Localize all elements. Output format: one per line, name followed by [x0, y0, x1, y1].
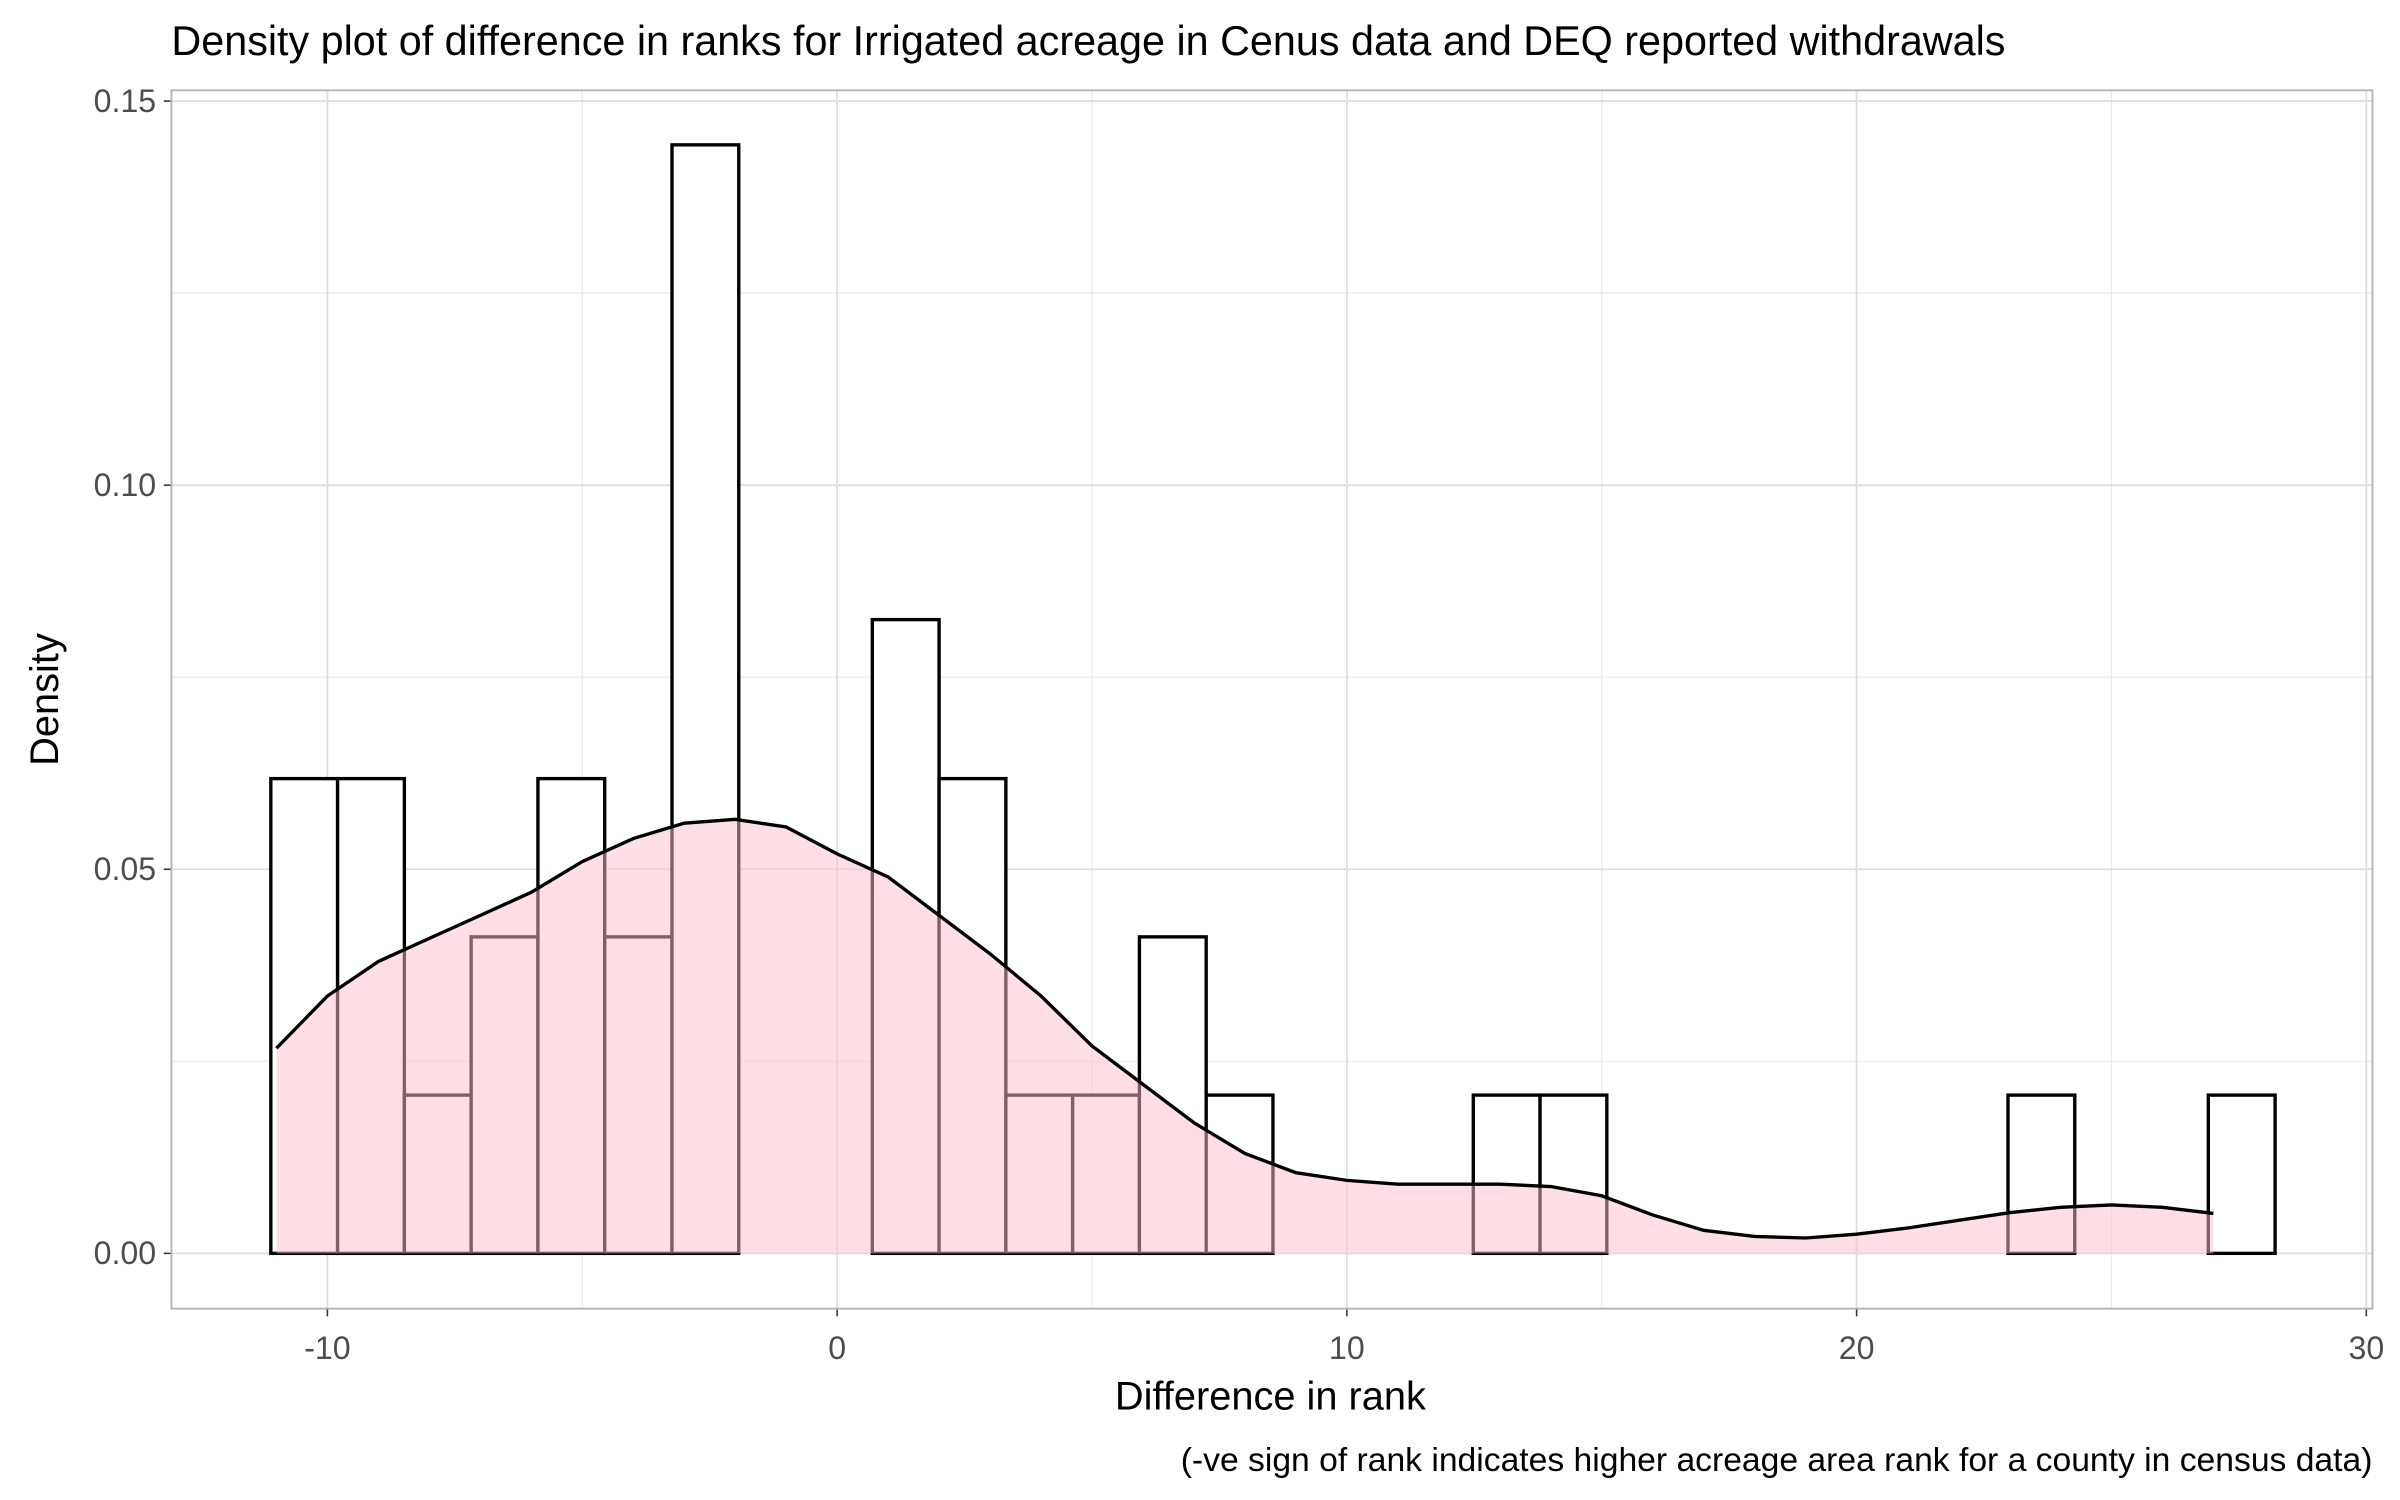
x-tick-label: 0 [828, 1330, 846, 1366]
x-axis-label: Difference in rank [1115, 1375, 1426, 1419]
density-area [276, 819, 2214, 1254]
x-tick-label: 30 [2348, 1330, 2384, 1366]
bar [2206, 1093, 2277, 1256]
y-tick-label: 0.10 [94, 467, 157, 503]
chart-title: Density plot of difference in ranks for … [171, 18, 2005, 64]
y-tick-label: 0.00 [94, 1235, 157, 1271]
x-tick-label: -10 [304, 1330, 350, 1366]
plot-border [170, 89, 2374, 1310]
y-tick-label: 0.15 [94, 83, 157, 119]
caption: (-ve sign of rank indicates higher acrea… [1181, 1442, 2373, 1479]
density-line [275, 817, 2214, 1240]
x-tick-label: 20 [1839, 1330, 1875, 1366]
y-axis-label: Density [23, 633, 67, 766]
x-tick-label: 10 [1329, 1330, 1365, 1366]
y-tick-label: 0.05 [94, 851, 157, 887]
